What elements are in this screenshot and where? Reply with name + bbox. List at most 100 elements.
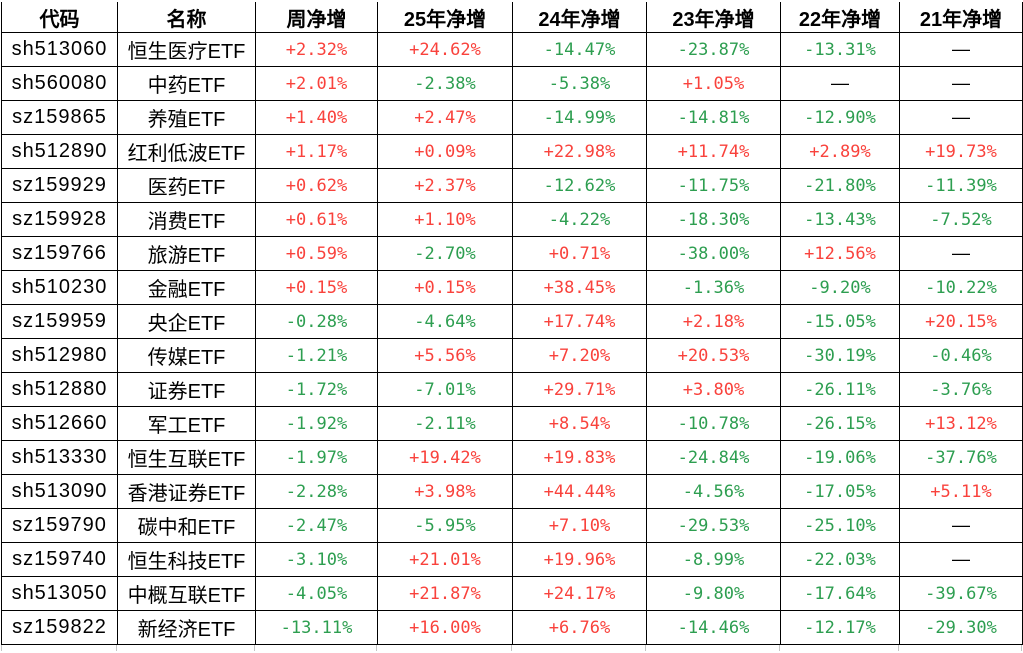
table-row: sh512660 军工ETF -1.92% -2.11% +8.54% -10.78% -2… [1, 406, 1023, 441]
cell-value: +2.01% [255, 66, 378, 101]
cell-value: -29.53% [646, 508, 781, 543]
gridline-stub-row [1, 645, 1023, 651]
cell-code: sz159928 [1, 202, 118, 237]
cell-code: sh512890 [1, 134, 118, 169]
cell-value: -17.05% [780, 474, 900, 509]
cell-value: +0.09% [377, 134, 513, 169]
table-row: sz159865 养殖ETF +1.40% +2.47% -14.99% -14.81% -… [1, 100, 1023, 135]
cell-name: 消费ETF [117, 202, 256, 237]
cell-code: sh510230 [1, 270, 118, 305]
cell-value: -4.05% [255, 576, 378, 611]
cell-value: +44.44% [512, 474, 647, 509]
cell-value: +20.53% [646, 338, 781, 373]
cell-value: +21.87% [377, 576, 513, 611]
column-header-2025-net: 25年净增 [377, 2, 513, 33]
cell-value: -12.90% [780, 100, 900, 135]
cell-value: +2.89% [780, 134, 900, 169]
cell-value: +2.47% [377, 100, 513, 135]
gridline-stub [646, 645, 780, 651]
cell-value: -9.20% [780, 270, 900, 305]
cell-code: sh513060 [1, 32, 118, 67]
cell-code: sz159959 [1, 304, 118, 339]
cell-value: -14.46% [646, 610, 781, 645]
table-row: sz159740 恒生科技ETF -3.10% +21.01% +19.96% -8.99… [1, 542, 1023, 577]
cell-value: -18.30% [646, 202, 781, 237]
cell-value: -4.22% [512, 202, 647, 237]
column-header-week-net: 周净增 [255, 2, 378, 33]
cell-value: -1.72% [255, 372, 378, 407]
cell-code: sh560080 [1, 66, 118, 101]
cell-value: -7.01% [377, 372, 513, 407]
cell-value: +20.15% [899, 304, 1023, 339]
cell-value: -10.22% [899, 270, 1023, 305]
cell-value: -0.28% [255, 304, 378, 339]
cell-value: +19.42% [377, 440, 513, 475]
cell-name: 证券ETF [117, 372, 256, 407]
cell-value: +8.54% [512, 406, 647, 441]
table-row: sh513050 中概互联ETF -4.05% +21.87% +24.17% -9.80… [1, 576, 1023, 611]
cell-name: 央企ETF [117, 304, 256, 339]
gridline-stub [780, 645, 899, 651]
cell-value: -12.17% [780, 610, 900, 645]
cell-name: 军工ETF [117, 406, 256, 441]
cell-value: +0.59% [255, 236, 378, 271]
cell-value: -14.81% [646, 100, 781, 135]
cell-value: +0.71% [512, 236, 647, 271]
table-row: sh512880 证券ETF -1.72% -7.01% +29.71% +3.80% -2… [1, 372, 1023, 407]
cell-code: sh513050 [1, 576, 118, 611]
cell-value: -5.95% [377, 508, 513, 543]
cell-value: — [899, 508, 1023, 543]
cell-value: -30.19% [780, 338, 900, 373]
cell-value: +1.40% [255, 100, 378, 135]
cell-value: — [899, 542, 1023, 577]
column-header-2021-net: 21年净增 [899, 2, 1023, 33]
cell-code: sh513090 [1, 474, 118, 509]
cell-value: -7.52% [899, 202, 1023, 237]
cell-value: -2.28% [255, 474, 378, 509]
table-row: sh510230 金融ETF +0.15% +0.15% +38.45% -1.36% -9… [1, 270, 1023, 305]
cell-value: +19.83% [512, 440, 647, 475]
cell-value: -10.78% [646, 406, 781, 441]
table-row: sz159790 碳中和ETF -2.47% -5.95% +7.10% -29.53% -… [1, 508, 1023, 543]
cell-value: +6.76% [512, 610, 647, 645]
cell-value: -5.38% [512, 66, 647, 101]
cell-value: -17.64% [780, 576, 900, 611]
cell-code: sh512880 [1, 372, 118, 407]
cell-name: 恒生互联ETF [117, 440, 256, 475]
gridline-stub [255, 645, 377, 651]
cell-value: -2.70% [377, 236, 513, 271]
cell-value: -9.80% [646, 576, 781, 611]
cell-code: sh512660 [1, 406, 118, 441]
cell-value: +0.15% [255, 270, 378, 305]
cell-value: +19.96% [512, 542, 647, 577]
cell-value: -23.87% [646, 32, 781, 67]
cell-value: +2.37% [377, 168, 513, 203]
cell-value: -11.39% [899, 168, 1023, 203]
cell-value: +1.17% [255, 134, 378, 169]
cell-value: -13.43% [780, 202, 900, 237]
cell-value: +7.10% [512, 508, 647, 543]
table-row: sz159822 新经济ETF -13.11% +16.00% +6.76% -14.46… [1, 610, 1023, 645]
table-row: sh560080 中药ETF +2.01% -2.38% -5.38% +1.05% — — [1, 66, 1023, 101]
gridline-stub [117, 645, 255, 651]
cell-value: -1.21% [255, 338, 378, 373]
column-header-2024-net: 24年净增 [512, 2, 647, 33]
cell-code: sz159740 [1, 542, 118, 577]
cell-value: -2.11% [377, 406, 513, 441]
cell-value: +22.98% [512, 134, 647, 169]
cell-code: sh512980 [1, 338, 118, 373]
cell-value: — [899, 100, 1023, 135]
cell-value: +1.10% [377, 202, 513, 237]
cell-value: +0.61% [255, 202, 378, 237]
cell-value: +11.74% [646, 134, 781, 169]
cell-code: sz159766 [1, 236, 118, 271]
cell-value: +3.98% [377, 474, 513, 509]
cell-value: -25.10% [780, 508, 900, 543]
table-row: sz159929 医药ETF +0.62% +2.37% -12.62% -11.75% -… [1, 168, 1023, 203]
cell-value: -3.10% [255, 542, 378, 577]
cell-value: +1.05% [646, 66, 781, 101]
cell-value: -39.67% [899, 576, 1023, 611]
cell-name: 旅游ETF [117, 236, 256, 271]
cell-name: 新经济ETF [117, 610, 256, 645]
cell-value: -24.84% [646, 440, 781, 475]
